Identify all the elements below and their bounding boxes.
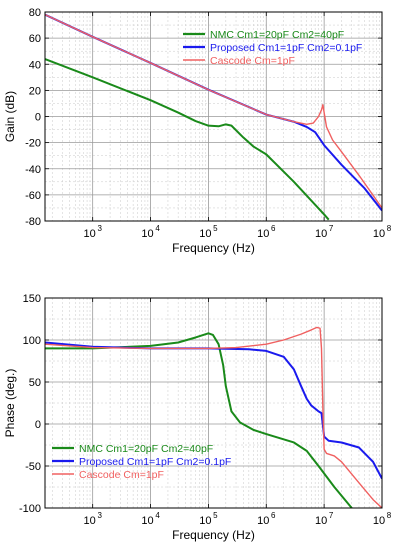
y-axis: -80 -60 -40 -20 0 20 40 60 80 bbox=[25, 7, 382, 228]
y-tick-label: -50 bbox=[25, 461, 41, 473]
x-tick-label: 10 bbox=[84, 228, 96, 240]
series-line-1 bbox=[45, 58, 330, 221]
y-tick-label: 100 bbox=[23, 335, 41, 347]
series-line-3 bbox=[45, 13, 382, 209]
x-tick-label: 10 bbox=[257, 228, 269, 240]
x-axis-title: Frequency (Hz) bbox=[172, 528, 255, 542]
x-tick-label-exponent: 3 bbox=[97, 224, 102, 233]
y-tick-label: -60 bbox=[25, 190, 41, 202]
x-tick-label-exponent: 8 bbox=[387, 511, 392, 520]
x-tick-label-exponent: 5 bbox=[213, 224, 218, 233]
legend-label: Cascode Cm=1pF bbox=[210, 55, 295, 67]
x-tick-label: 10 bbox=[373, 228, 385, 240]
y-tick-label: 20 bbox=[29, 85, 41, 97]
legend-label: Cascode Cm=1pF bbox=[79, 469, 164, 481]
x-tick-label-exponent: 4 bbox=[155, 224, 160, 233]
series-group bbox=[45, 13, 382, 221]
y-axis-title: Phase (deg.) bbox=[3, 369, 17, 438]
y-tick-label: -80 bbox=[25, 216, 41, 228]
series-line-1 bbox=[45, 332, 353, 508]
x-tick-label: 10 bbox=[257, 515, 269, 527]
y-tick-label: 50 bbox=[29, 377, 41, 389]
legend-label: Proposed Cm1=1pF Cm2=0.1pF bbox=[79, 456, 231, 468]
x-tick-label: 10 bbox=[141, 515, 153, 527]
y-tick-label: 40 bbox=[29, 59, 41, 71]
legend-label: NMC Cm1=20pF Cm2=40pF bbox=[210, 29, 344, 41]
x-tick-label: 10 bbox=[141, 228, 153, 240]
x-axis-title: Frequency (Hz) bbox=[172, 241, 255, 255]
x-tick-label: 10 bbox=[199, 228, 211, 240]
y-tick-label: 80 bbox=[29, 7, 41, 19]
legend-label: NMC Cm1=20pF Cm2=40pF bbox=[79, 443, 213, 455]
x-tick-label: 10 bbox=[315, 228, 327, 240]
minor-gridlines bbox=[45, 298, 382, 508]
y-tick-label: 150 bbox=[23, 293, 41, 305]
x-tick-label-exponent: 6 bbox=[271, 224, 276, 233]
y-tick-label: 0 bbox=[35, 419, 41, 431]
x-tick-label-exponent: 8 bbox=[387, 224, 392, 233]
y-tick-label: -40 bbox=[25, 164, 41, 176]
x-tick-label: 10 bbox=[315, 515, 327, 527]
x-tick-label-exponent: 7 bbox=[329, 511, 334, 520]
y-axis: -100 -50 0 50 100 150 bbox=[19, 293, 382, 515]
plot-frame bbox=[44, 297, 383, 509]
x-axis: 10 3 10 4 10 5 10 6 10 7 10 8 bbox=[84, 12, 392, 240]
x-tick-label-exponent: 7 bbox=[329, 224, 334, 233]
x-axis: 10 3 10 4 10 5 10 6 10 7 10 8 bbox=[84, 298, 392, 527]
legend-label: Proposed Cm1=1pF Cm2=0.1pF bbox=[210, 42, 362, 54]
x-tick-label-exponent: 5 bbox=[213, 511, 218, 520]
x-tick-label-exponent: 6 bbox=[271, 511, 276, 520]
x-tick-label-exponent: 4 bbox=[155, 511, 160, 520]
y-tick-label: -100 bbox=[19, 503, 41, 515]
x-tick-label: 10 bbox=[84, 515, 96, 527]
series-group bbox=[45, 326, 382, 508]
x-tick-label-exponent: 3 bbox=[97, 511, 102, 520]
y-axis-title: Gain (dB) bbox=[3, 91, 17, 142]
series-line-3 bbox=[45, 326, 382, 508]
y-tick-label: 0 bbox=[35, 112, 41, 124]
x-tick-label: 10 bbox=[199, 515, 211, 527]
y-tick-label: 60 bbox=[29, 33, 41, 45]
y-tick-label: -20 bbox=[25, 138, 41, 150]
x-tick-label: 10 bbox=[373, 515, 385, 527]
